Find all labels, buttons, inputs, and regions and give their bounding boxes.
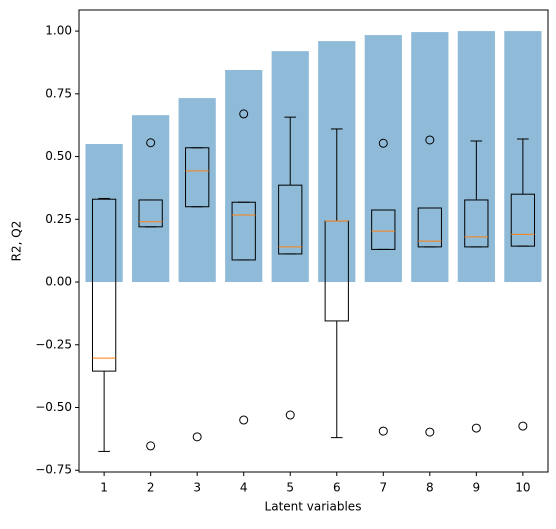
bar [178,98,216,283]
y-tick-label: 0.50 [45,149,72,163]
y-tick-label: 1.00 [45,24,72,38]
x-tick-label: 2 [147,481,155,495]
flier [378,138,388,148]
flier [471,423,481,433]
flier [518,421,528,431]
flier [239,109,249,119]
y-tick-label: −0.75 [35,463,72,477]
box [278,184,303,255]
x-tick-label: 9 [473,481,481,495]
x-tick-label: 3 [193,481,201,495]
box [185,147,210,208]
x-axis-label: Latent variables [265,500,362,514]
box [231,201,256,261]
x-tick-label: 8 [426,481,434,495]
y-tick-label: 0.75 [45,86,72,100]
y-tick-label: −0.25 [35,337,72,351]
box [371,209,396,250]
x-tick-label: 1 [100,481,108,495]
box [138,199,163,228]
x-tick-label: 7 [379,481,387,495]
flier [239,415,249,425]
x-tick-label: 6 [333,481,341,495]
box [417,207,442,248]
flier [285,410,295,420]
y-tick-label: 0.25 [45,212,72,226]
box [464,199,489,248]
flier [378,426,388,436]
flier [425,427,435,437]
x-tick-label: 5 [286,481,294,495]
flier [425,135,435,145]
flier [146,441,156,451]
y-tick-label: −0.50 [35,400,72,414]
x-tick-label: 4 [240,481,248,495]
flier [146,138,156,148]
bar [411,32,449,283]
x-tick-label: 10 [515,481,530,495]
box [91,198,117,372]
flier [192,432,202,442]
bar [132,115,170,283]
plot-frame [78,9,549,473]
bar [364,35,402,283]
box [510,193,536,247]
bar [85,144,123,283]
bar [225,69,263,283]
y-axis-label: R2, Q2 [10,221,24,262]
y-tick-label: 0.00 [45,275,72,289]
